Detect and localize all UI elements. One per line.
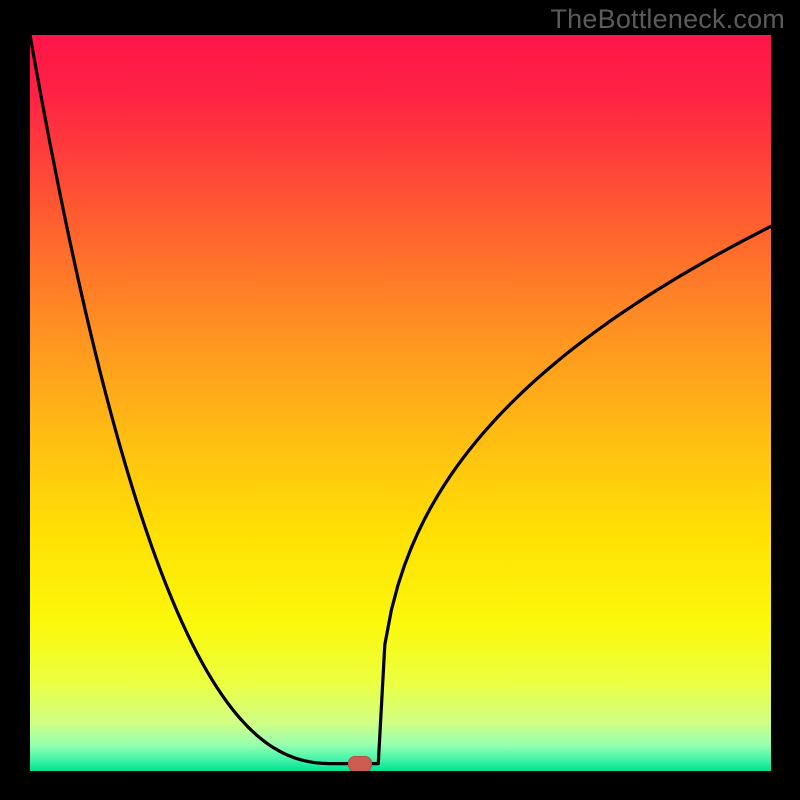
bottleneck-curve (30, 35, 771, 771)
curve-path (30, 35, 771, 764)
plot-area (30, 35, 771, 771)
optimal-point-marker (348, 756, 372, 771)
chart-stage: TheBottleneck.com (0, 0, 800, 800)
watermark-text: TheBottleneck.com (550, 4, 785, 35)
